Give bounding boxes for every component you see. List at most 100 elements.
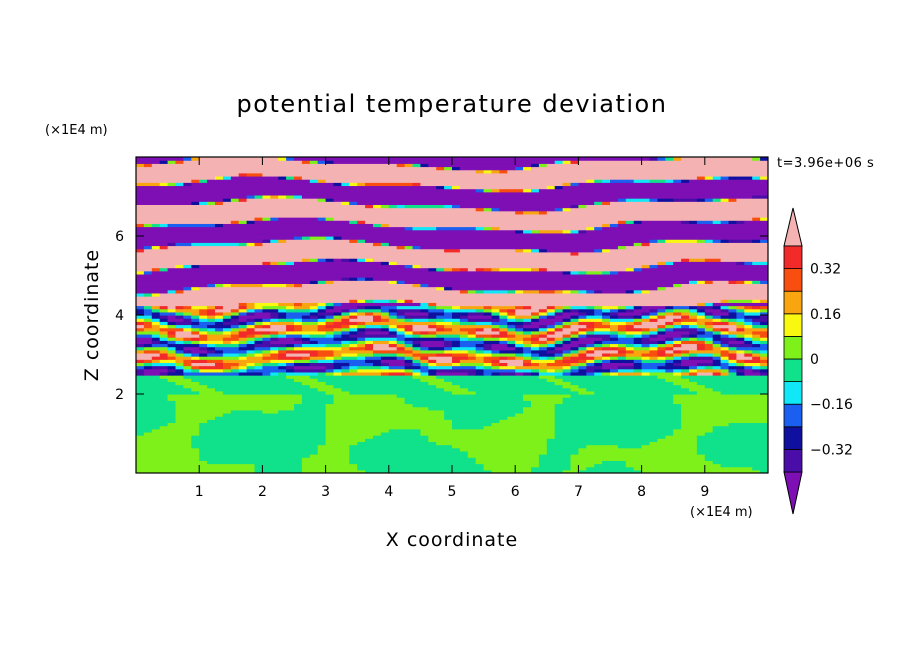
field-cell	[649, 239, 658, 243]
field-cell	[270, 321, 295, 326]
field-cell	[167, 308, 177, 313]
field-cell	[641, 315, 651, 319]
field-cell	[412, 375, 437, 379]
field-cell	[136, 264, 177, 269]
field-cell	[254, 321, 263, 326]
field-cell	[594, 201, 603, 205]
field-cell	[136, 254, 768, 259]
field-cell	[515, 324, 524, 329]
field-cell	[633, 242, 643, 247]
field-cell	[222, 201, 342, 205]
field-cell	[475, 226, 485, 231]
field-cell	[238, 327, 248, 332]
field-cell	[325, 365, 335, 370]
field-cell	[207, 346, 216, 351]
field-cell	[467, 318, 500, 322]
field-cell	[286, 308, 311, 313]
field-cell	[760, 305, 768, 310]
field-cell	[388, 365, 406, 370]
field-cell	[554, 324, 564, 329]
field-cell	[752, 365, 761, 370]
field-cell	[325, 412, 445, 417]
field-cell	[459, 166, 516, 171]
field-cell	[696, 318, 714, 322]
field-cell	[373, 277, 768, 281]
field-cell	[380, 223, 390, 228]
field-cell	[222, 362, 240, 367]
field-cell	[396, 311, 406, 316]
field-cell	[736, 368, 745, 373]
field-cell	[380, 204, 390, 209]
field-cell	[452, 365, 477, 370]
field-cell	[404, 356, 414, 360]
field-cell	[238, 333, 248, 338]
field-cell	[704, 431, 768, 436]
field-cell	[665, 359, 674, 363]
field-cell	[143, 324, 153, 329]
field-cell	[681, 349, 690, 354]
field-cell	[689, 220, 698, 224]
field-cell	[578, 337, 603, 341]
field-cell	[459, 289, 469, 294]
field-cell	[301, 460, 350, 465]
field-cell	[673, 371, 682, 376]
field-cell	[151, 337, 161, 341]
field-cell	[136, 251, 572, 256]
field-cell	[444, 327, 453, 332]
field-cell	[665, 239, 698, 243]
field-cell	[617, 324, 627, 329]
field-cell	[712, 321, 730, 326]
field-cell	[341, 343, 350, 348]
field-cell	[712, 365, 722, 370]
field-cell	[704, 384, 768, 389]
field-cell	[167, 182, 177, 187]
field-cell	[554, 356, 564, 360]
field-cell	[649, 346, 658, 351]
field-cell	[720, 349, 730, 354]
field-cell	[325, 435, 374, 439]
field-cell	[420, 302, 429, 307]
field-cell	[380, 242, 390, 247]
field-cell	[467, 356, 477, 360]
field-cell	[625, 460, 714, 465]
field-cell	[467, 349, 477, 354]
field-cell	[167, 394, 303, 398]
field-cell	[380, 324, 390, 329]
field-cell	[136, 207, 477, 212]
field-cell	[428, 368, 437, 373]
field-cell	[720, 390, 768, 395]
field-cell	[689, 308, 698, 313]
field-cell	[333, 394, 398, 398]
field-cell	[483, 340, 500, 345]
field-cell	[412, 299, 722, 303]
field-cell	[689, 349, 722, 354]
field-cell	[404, 327, 414, 332]
field-cell	[136, 204, 366, 209]
field-cell	[515, 308, 540, 313]
field-cell	[278, 356, 303, 360]
colorbar-tick-label: 0.32	[810, 262, 841, 278]
field-cell	[657, 346, 666, 351]
field-cell	[420, 333, 437, 338]
field-cell	[183, 384, 208, 389]
field-cell	[301, 258, 311, 262]
field-cell	[491, 422, 556, 427]
field-cell	[728, 321, 737, 326]
field-cell	[286, 362, 295, 367]
field-cell	[238, 337, 248, 341]
field-cell	[728, 330, 753, 335]
x-tick-label: 3	[321, 484, 330, 500]
field-cell	[136, 185, 437, 190]
field-cell	[254, 362, 263, 367]
field-cell	[554, 305, 564, 310]
field-plot	[136, 157, 768, 473]
field-cell	[143, 362, 153, 367]
field-cell	[531, 356, 540, 360]
field-cell	[341, 330, 350, 335]
field-cell	[278, 352, 287, 357]
field-cell	[167, 223, 216, 228]
field-cell	[633, 349, 651, 354]
field-cell	[538, 163, 548, 168]
field-cell	[199, 365, 224, 370]
field-cell	[696, 305, 714, 310]
